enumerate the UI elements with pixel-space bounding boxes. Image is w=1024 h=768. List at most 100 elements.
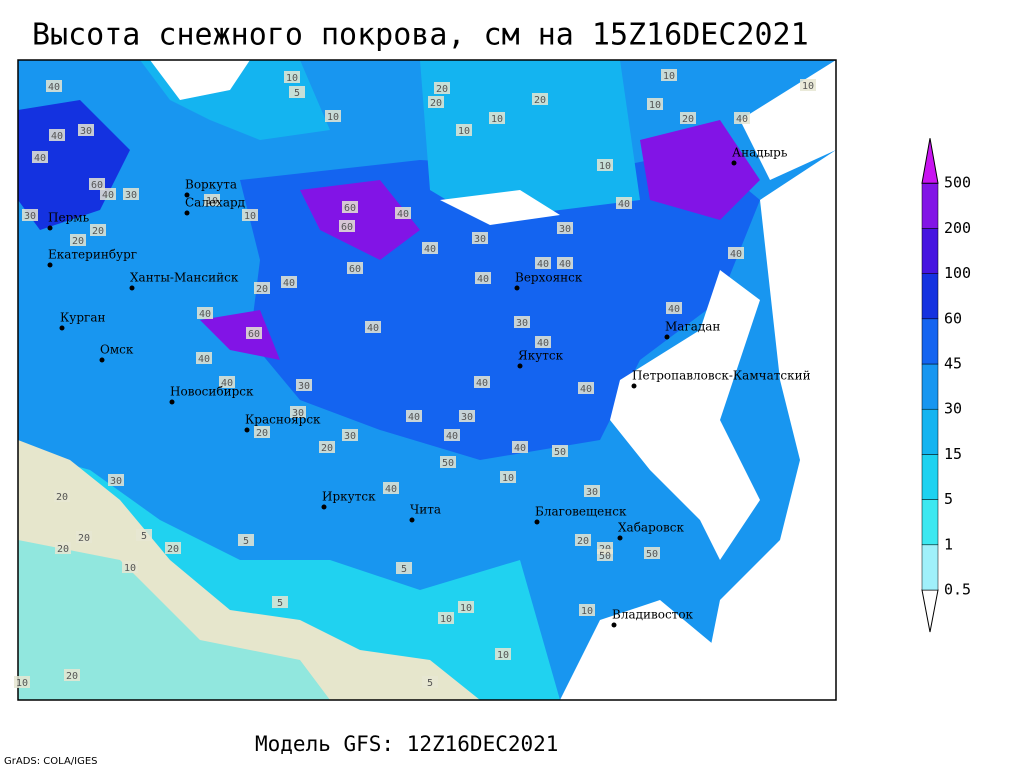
contour-label: 30 <box>125 190 137 201</box>
city-name: Иркутск <box>322 490 376 504</box>
contour-label: 40 <box>367 323 379 334</box>
city-dot <box>47 225 53 231</box>
contour-label: 20 <box>78 533 90 544</box>
contour-label-bg <box>647 98 663 110</box>
contour-label: 10 <box>599 161 611 172</box>
contour-label: 5 <box>427 678 433 689</box>
contour-label-bg <box>246 327 262 339</box>
contour-label: 40 <box>477 274 489 285</box>
city-name: Омск <box>100 343 134 357</box>
contour-label: 5 <box>401 564 407 575</box>
city-name: Магадан <box>665 320 720 334</box>
contour-label: 20 <box>56 492 68 503</box>
colorbar-label: 100 <box>944 264 971 282</box>
contour-label-bg <box>438 612 454 624</box>
colorbar-bin <box>921 544 939 591</box>
contour-label-bg <box>434 82 450 94</box>
contour-label: 10 <box>327 112 339 123</box>
city-dot <box>244 427 250 433</box>
contour-label-bg <box>342 429 358 441</box>
contour-label-bg <box>136 529 152 541</box>
contour-label: 60 <box>341 222 353 233</box>
city-name: Чита <box>410 503 441 517</box>
contour-label-bg <box>514 316 530 328</box>
city-name: Хабаровск <box>618 521 684 535</box>
contour-label: 10 <box>663 71 675 82</box>
contour-label: 30 <box>516 318 528 329</box>
colorbar-over <box>921 138 939 184</box>
contour-label-bg <box>32 151 48 163</box>
contour-label-bg <box>666 302 682 314</box>
contour-label-bg <box>165 542 181 554</box>
city-dot <box>409 517 415 523</box>
contour-label-bg <box>557 257 573 269</box>
contour-label-bg <box>289 86 305 98</box>
contour-label: 20 <box>577 536 589 547</box>
contour-label-bg <box>14 676 30 688</box>
colorbar-label: 45 <box>944 355 962 373</box>
colorbar-bin <box>921 454 939 500</box>
contour-label: 40 <box>730 249 742 260</box>
contour-label: 40 <box>51 131 63 142</box>
city-dot <box>47 262 53 268</box>
colorbar-label: 60 <box>944 309 962 327</box>
contour-label-bg <box>76 531 92 543</box>
colorbar-under <box>921 589 939 633</box>
contour-label: 40 <box>283 278 295 289</box>
contour-label-bg <box>458 601 474 613</box>
contour-label: 10 <box>460 603 472 614</box>
contour-label-bg <box>535 257 551 269</box>
contour-label: 20 <box>321 443 333 454</box>
colorbar-bin <box>921 182 939 229</box>
contour-label-bg <box>644 547 660 559</box>
city-name: Салехард <box>185 196 245 210</box>
city-dot <box>169 399 175 405</box>
contour-label-bg <box>728 247 744 259</box>
contour-label-bg <box>272 596 288 608</box>
contour-label: 10 <box>491 114 503 125</box>
contour-label-bg <box>319 441 335 453</box>
contour-label: 40 <box>736 114 748 125</box>
contour-label-bg <box>422 242 438 254</box>
city-dot <box>184 210 190 216</box>
contour-label-bg <box>242 209 258 221</box>
contour-label-bg <box>532 93 548 105</box>
city-dot <box>59 325 65 331</box>
city-dot <box>534 519 540 525</box>
city-name: Екатеринбург <box>48 248 137 262</box>
contour-label-bg <box>196 352 212 364</box>
contour-label: 10 <box>458 126 470 137</box>
credit: GrADS: COLA/IGES <box>4 756 98 767</box>
contour-label-bg <box>296 379 312 391</box>
contour-label-bg <box>578 382 594 394</box>
contour-label-bg <box>444 429 460 441</box>
contour-label-bg <box>500 471 516 483</box>
contour-label: 10 <box>802 81 814 92</box>
contour-label: 50 <box>442 458 454 469</box>
contour-label: 60 <box>344 203 356 214</box>
contour-label-bg <box>339 220 355 232</box>
contour-label-bg <box>108 474 124 486</box>
city-name: Анадырь <box>732 146 788 160</box>
city-dot <box>129 285 135 291</box>
contour-label-bg <box>383 482 399 494</box>
city-name: Курган <box>60 311 105 325</box>
contour-label: 10 <box>649 100 661 111</box>
contour-label-bg <box>123 188 139 200</box>
contour-label-bg <box>661 69 677 81</box>
sea-okhotsk <box>610 270 760 560</box>
contour-label: 30 <box>474 234 486 245</box>
contour-label-bg <box>204 194 220 206</box>
colorbar-label: 200 <box>944 219 971 237</box>
contour-label: 20 <box>57 544 69 555</box>
contour-label: 40 <box>537 338 549 349</box>
contour-label: 40 <box>446 431 458 442</box>
map <box>18 60 836 700</box>
colorbar-label: 5 <box>944 490 953 508</box>
contour-label-bg <box>456 124 472 136</box>
contour-label: 20 <box>436 84 448 95</box>
contour-label-bg <box>395 207 411 219</box>
contour-label: 20 <box>682 114 694 125</box>
contour-label: 20 <box>534 95 546 106</box>
contour-label-bg <box>422 676 438 688</box>
